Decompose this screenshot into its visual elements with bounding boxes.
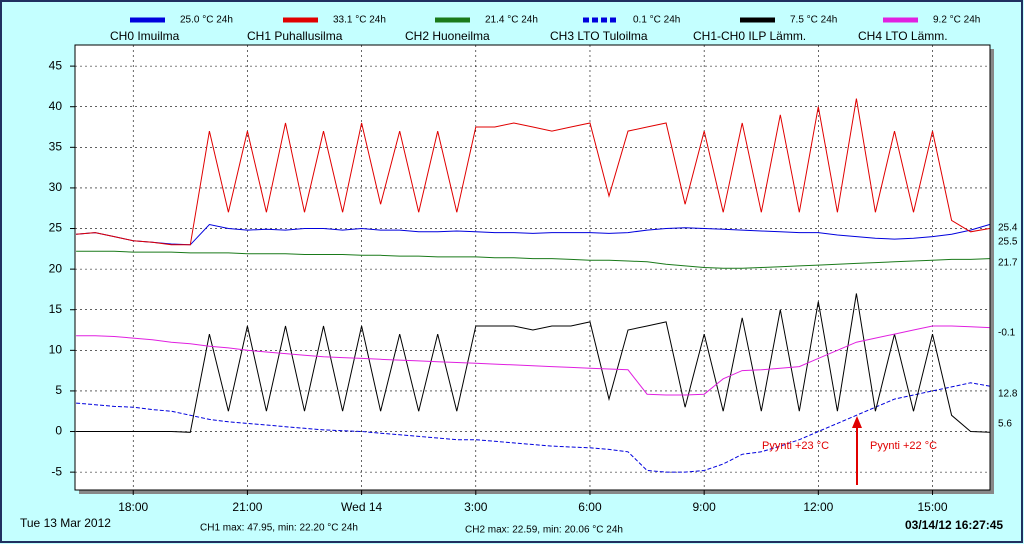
legend-value: 0.1 °C 24h [633, 15, 680, 26]
series-line [76, 250, 990, 269]
current-value: 12.8 [998, 389, 1018, 400]
legend-value: 33.1 °C 24h [333, 15, 386, 26]
x-tick-label: 3:00 [464, 500, 488, 514]
x-tick-label: 9:00 [692, 500, 716, 514]
legend-label: CH1 Puhallusilma [247, 29, 343, 43]
legend-label: CH4 LTO Lämm. [858, 29, 948, 43]
series-line [76, 382, 990, 473]
legend-value: 7.5 °C 24h [790, 15, 837, 26]
y-tick-label: 25 [49, 221, 63, 235]
y-tick-label: 15 [49, 302, 63, 316]
legend-label: CH3 LTO Tuloilma [550, 29, 648, 43]
current-value: 21.7 [998, 258, 1018, 269]
legend-value: 9.2 °C 24h [933, 15, 980, 26]
legend-value: 21.4 °C 24h [485, 15, 538, 26]
legend-label: CH0 Imuilma [110, 29, 180, 43]
current-value: 5.6 [998, 419, 1012, 430]
current-value: 25.5 [998, 237, 1018, 248]
x-tick-label: Wed 14 [341, 500, 382, 514]
current-value: -0.1 [998, 328, 1016, 339]
legend-label: CH2 Huoneilma [405, 29, 490, 43]
annotation: Pyynti +23 °C [762, 440, 829, 452]
y-tick-label: 45 [49, 58, 63, 72]
series-line [76, 325, 990, 396]
annotation-arrowhead [852, 416, 862, 428]
y-tick-label: 30 [49, 180, 63, 194]
y-tick-label: 35 [49, 139, 63, 153]
series-line [76, 293, 990, 433]
y-tick-label: 20 [49, 261, 63, 275]
x-tick-label: 18:00 [118, 500, 148, 514]
legend-value: 25.0 °C 24h [180, 15, 233, 26]
y-tick-label: -5 [51, 464, 62, 478]
annotation: Pyynti +22 °C [870, 440, 937, 452]
legend-label: CH1-CH0 ILP Lämm. [693, 29, 806, 43]
current-value: 25.4 [998, 223, 1018, 234]
y-tick-label: 5 [55, 383, 62, 397]
x-tick-label: 15:00 [918, 500, 948, 514]
y-tick-label: 40 [49, 99, 63, 113]
x-tick-label: 6:00 [578, 500, 602, 514]
series-line [76, 98, 990, 246]
x-tick-label: 12:00 [803, 500, 833, 514]
stats: CH1 max: 47.95, min: 22.20 °C 24h [200, 523, 358, 534]
date-label: Tue 13 Mar 2012 [20, 516, 111, 530]
timestamp: 03/14/12 16:27:45 [905, 518, 1003, 532]
stats: CH2 max: 22.59, min: 20.06 °C 24h [465, 525, 623, 536]
series-line [76, 223, 990, 246]
y-tick-label: 0 [55, 424, 62, 438]
plot-area [74, 44, 991, 491]
y-tick-label: 10 [49, 343, 63, 357]
x-tick-label: 21:00 [232, 500, 262, 514]
